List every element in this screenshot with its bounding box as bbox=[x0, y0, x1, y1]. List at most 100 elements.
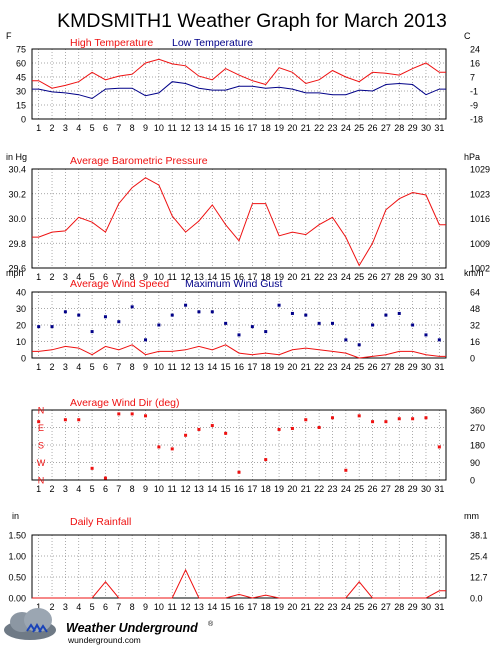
x-tick-label: 27 bbox=[381, 602, 391, 612]
right-tick-label: 24 bbox=[470, 45, 480, 55]
left-tick-label: 0 bbox=[21, 354, 26, 364]
x-tick-label: 13 bbox=[194, 602, 204, 612]
compass-label: S bbox=[38, 441, 44, 451]
data-point bbox=[170, 313, 174, 317]
x-tick-label: 17 bbox=[247, 272, 257, 282]
weather-underground-logo: Weather Underground ® wunderground.com bbox=[4, 608, 214, 645]
x-tick-label: 7 bbox=[116, 123, 121, 133]
x-tick-label: 13 bbox=[194, 123, 204, 133]
x-tick-label: 22 bbox=[314, 272, 324, 282]
data-point bbox=[437, 445, 441, 449]
x-tick-label: 8 bbox=[130, 362, 135, 372]
right-tick-label: 25.4 bbox=[470, 552, 488, 562]
x-tick-label: 14 bbox=[207, 484, 217, 494]
x-tick-label: 14 bbox=[207, 272, 217, 282]
right-tick-label: -18 bbox=[470, 115, 483, 125]
x-tick-label: 2 bbox=[50, 362, 55, 372]
left-tick-label: 45 bbox=[16, 73, 26, 83]
x-tick-label: 7 bbox=[116, 602, 121, 612]
data-point bbox=[144, 414, 148, 418]
right-tick-label: 1029 bbox=[470, 165, 490, 175]
right-tick-label: 1002 bbox=[470, 264, 490, 274]
x-tick-label: 15 bbox=[221, 123, 231, 133]
data-point bbox=[317, 321, 321, 325]
x-tick-label: 12 bbox=[181, 123, 191, 133]
x-tick-label: 27 bbox=[381, 123, 391, 133]
x-tick-label: 6 bbox=[103, 123, 108, 133]
x-tick-label: 1 bbox=[36, 272, 41, 282]
x-tick-label: 17 bbox=[247, 362, 257, 372]
right-tick-label: 180 bbox=[470, 441, 485, 451]
x-tick-label: 22 bbox=[314, 362, 324, 372]
x-tick-label: 13 bbox=[194, 272, 204, 282]
logo-site: wunderground.com bbox=[67, 635, 141, 645]
data-point bbox=[317, 426, 321, 429]
data-point bbox=[210, 310, 214, 314]
x-tick-label: 9 bbox=[143, 484, 148, 494]
x-tick-label: 22 bbox=[314, 602, 324, 612]
x-tick-label: 30 bbox=[421, 362, 431, 372]
x-tick-label: 20 bbox=[287, 484, 297, 494]
x-tick-label: 26 bbox=[368, 123, 378, 133]
x-tick-label: 4 bbox=[76, 362, 81, 372]
x-tick-label: 9 bbox=[143, 362, 148, 372]
data-point bbox=[197, 427, 201, 431]
x-tick-label: 6 bbox=[103, 602, 108, 612]
x-tick-label: 28 bbox=[394, 484, 404, 494]
x-tick-label: 27 bbox=[381, 272, 391, 282]
data-point bbox=[384, 420, 388, 424]
data-point bbox=[210, 424, 214, 428]
left-tick-label: 75 bbox=[16, 45, 26, 55]
x-tick-label: 24 bbox=[341, 362, 351, 372]
x-tick-label: 12 bbox=[181, 272, 191, 282]
data-point bbox=[130, 305, 134, 309]
right-tick-label: 16 bbox=[470, 59, 480, 69]
right-tick-label: 1009 bbox=[470, 239, 490, 249]
x-tick-label: 5 bbox=[90, 362, 95, 372]
x-tick-label: 28 bbox=[394, 362, 404, 372]
data-point bbox=[50, 325, 54, 329]
left-tick-label: 29.8 bbox=[8, 239, 26, 249]
x-tick-label: 4 bbox=[76, 484, 81, 494]
x-tick-label: 7 bbox=[116, 484, 121, 494]
data-point bbox=[197, 310, 201, 314]
x-tick-label: 4 bbox=[76, 602, 81, 612]
x-tick-label: 11 bbox=[168, 362, 177, 372]
x-tick-label: 8 bbox=[130, 484, 135, 494]
plot-frame bbox=[31, 168, 447, 269]
page-title: KMDSMITH1 Weather Graph for March 2013 bbox=[57, 10, 447, 32]
x-tick-label: 23 bbox=[327, 272, 337, 282]
data-point bbox=[77, 313, 81, 317]
data-point bbox=[424, 416, 428, 420]
x-tick-label: 3 bbox=[63, 602, 68, 612]
x-tick-label: 12 bbox=[181, 484, 191, 494]
x-tick-label: 16 bbox=[234, 602, 244, 612]
legend-entry: Average Barometric Pressure bbox=[70, 155, 208, 167]
x-tick-label: 23 bbox=[327, 602, 337, 612]
x-tick-label: 26 bbox=[368, 602, 378, 612]
data-point bbox=[330, 416, 334, 420]
x-tick-label: 29 bbox=[408, 602, 418, 612]
data-point bbox=[264, 330, 268, 334]
right-tick-label: 32 bbox=[470, 321, 480, 331]
x-tick-label: 1 bbox=[36, 362, 41, 372]
x-tick-label: 24 bbox=[341, 272, 351, 282]
x-tick-label: 20 bbox=[287, 362, 297, 372]
x-tick-label: 21 bbox=[301, 123, 311, 133]
x-tick-label: 24 bbox=[341, 484, 351, 494]
left-tick-label: 30 bbox=[16, 304, 26, 314]
series-line bbox=[32, 568, 446, 599]
series-line bbox=[32, 58, 446, 89]
x-tick-label: 18 bbox=[261, 602, 271, 612]
plot-frame bbox=[31, 534, 447, 599]
left-tick-label: 0.00 bbox=[8, 594, 26, 604]
plot-frame bbox=[31, 48, 447, 120]
x-tick-label: 3 bbox=[63, 123, 68, 133]
x-tick-label: 6 bbox=[103, 272, 108, 282]
data-point bbox=[437, 338, 441, 342]
x-tick-label: 8 bbox=[130, 123, 135, 133]
x-tick-label: 4 bbox=[76, 123, 81, 133]
x-tick-label: 30 bbox=[421, 272, 431, 282]
x-tick-label: 16 bbox=[234, 123, 244, 133]
x-tick-label: 31 bbox=[434, 272, 444, 282]
